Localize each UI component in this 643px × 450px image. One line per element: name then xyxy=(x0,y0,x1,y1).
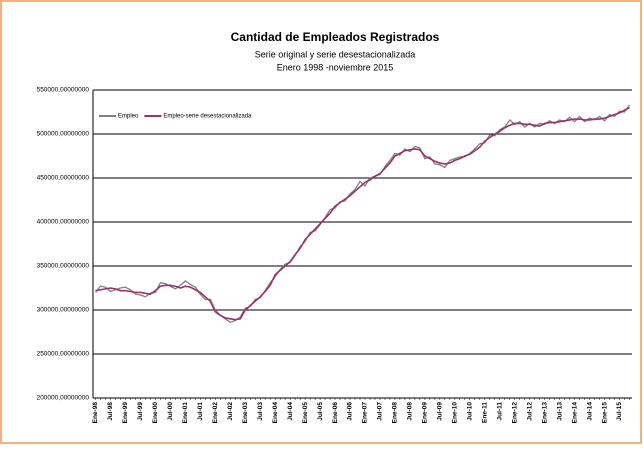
y-tick-label: 300000,00000000 xyxy=(37,307,90,314)
x-tick-label: Jul-02 xyxy=(227,402,234,421)
legend-label: Empleo-serie desestacionalizada xyxy=(163,114,252,120)
y-tick-label: 450000,00000000 xyxy=(37,175,90,182)
x-tick-label: Jul-05 xyxy=(317,402,324,421)
x-tick-label: Ene-06 xyxy=(332,402,339,424)
y-tick-label: 550000,00000000 xyxy=(37,87,90,94)
x-tick-label: Ene-10 xyxy=(452,402,459,424)
x-tick-label: Jul-98 xyxy=(107,402,114,421)
x-tick-label: Ene-15 xyxy=(601,402,608,424)
x-tick-label: Ene-07 xyxy=(362,402,369,424)
x-tick-label: Jul-12 xyxy=(526,402,533,421)
x-tick-label: Jul-15 xyxy=(616,402,623,421)
x-tick-label: Jul-08 xyxy=(407,402,414,421)
x-tick-label: Jul-13 xyxy=(556,402,563,421)
x-tick-label: Ene-13 xyxy=(541,402,548,424)
x-tick-label: Jul-06 xyxy=(347,402,354,421)
y-tick-label: 400000,00000000 xyxy=(37,219,90,226)
x-tick-label: Ene-98 xyxy=(92,402,99,424)
x-tick-label: Ene-01 xyxy=(182,402,189,424)
x-tick-label: Ene-04 xyxy=(272,402,279,424)
x-tick-label: Ene-14 xyxy=(571,402,578,424)
x-tick-label: Ene-08 xyxy=(392,402,399,424)
legend-label: Empleo xyxy=(118,114,139,120)
chart-subtitle: Enero 1998 -noviembre 2015 xyxy=(277,62,394,72)
chart-title: Cantidad de Empleados Registrados xyxy=(231,30,440,44)
x-tick-label: Jul-01 xyxy=(197,402,204,421)
x-tick-label: Jul-07 xyxy=(377,402,384,421)
x-tick-label: Jul-11 xyxy=(496,402,503,421)
x-tick-label: Ene-11 xyxy=(481,402,488,423)
y-tick-label: 200000,00000000 xyxy=(37,395,90,402)
chart-subtitle: Serie original y serie desestacionalizad… xyxy=(255,49,416,59)
x-tick-label: Jul-09 xyxy=(437,402,444,421)
x-tick-label: Ene-02 xyxy=(212,402,219,424)
x-tick-label: Ene-12 xyxy=(511,402,518,424)
x-tick-label: Ene-03 xyxy=(242,402,249,424)
x-tick-label: Jul-99 xyxy=(137,402,144,421)
x-tick-label: Jul-10 xyxy=(467,402,474,421)
y-tick-label: 500000,00000000 xyxy=(37,131,90,138)
x-tick-label: Ene-00 xyxy=(152,402,159,424)
x-tick-label: Jul-04 xyxy=(287,402,294,421)
x-tick-label: Jul-03 xyxy=(257,402,264,421)
x-tick-label: Jul-00 xyxy=(167,402,174,421)
x-tick-label: Ene-99 xyxy=(122,402,129,424)
y-tick-label: 250000,00000000 xyxy=(37,351,90,358)
x-tick-label: Ene-09 xyxy=(422,402,429,424)
x-tick-label: Ene-05 xyxy=(302,402,309,424)
series-line xyxy=(95,106,630,321)
x-tick-label: Jul-14 xyxy=(586,402,593,421)
y-tick-label: 350000,00000000 xyxy=(37,263,90,270)
